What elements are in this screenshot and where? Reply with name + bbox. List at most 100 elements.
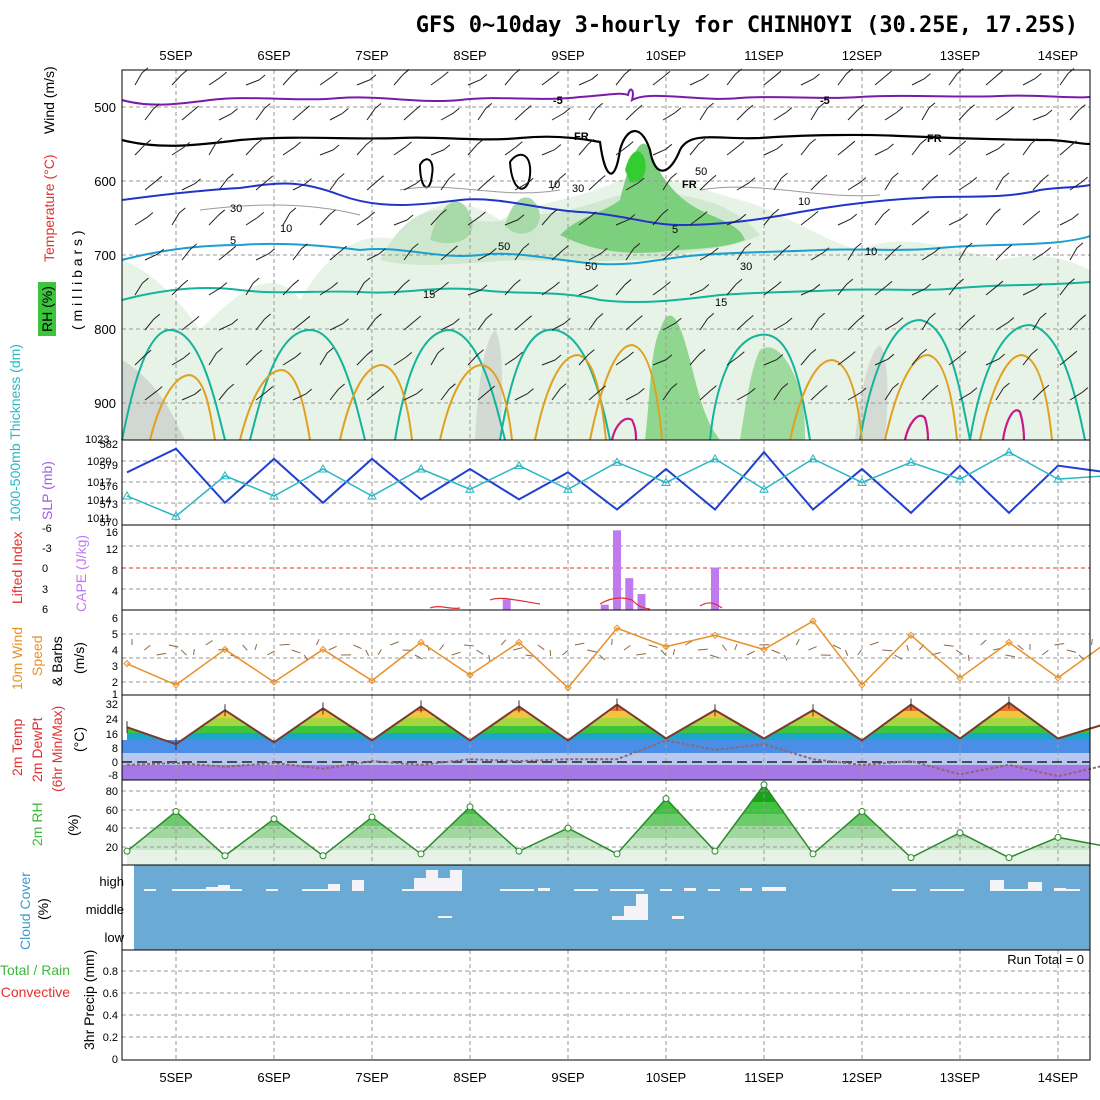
contour-30 — [1001, 409, 1026, 441]
rh-band — [127, 850, 1090, 865]
upper-wind-barb-flag — [564, 318, 571, 324]
wind-speed-point — [123, 659, 131, 668]
upper-wind-barb-flag — [746, 315, 754, 321]
upper-wind-barb — [319, 149, 334, 156]
slp-tick: 1014 — [87, 495, 111, 507]
rh2m-point — [809, 850, 817, 858]
upper-wind-barb — [625, 392, 639, 401]
wind-barb — [1017, 644, 1024, 651]
wind-barb — [328, 645, 337, 651]
upper-wind-barb-flag — [894, 244, 902, 251]
upper-wind-barb-flag — [303, 315, 311, 322]
wind-barb — [660, 649, 667, 656]
upper-wind-barb — [884, 387, 894, 401]
wind10-unit-label: (m/s) — [71, 642, 87, 674]
upper-wind-barb — [181, 183, 195, 191]
upper-wind-barb — [282, 284, 294, 296]
rh-tick: 20 — [106, 842, 118, 854]
upper-wind-barb-flag — [524, 105, 532, 111]
upper-wind-barb-flag — [961, 213, 968, 220]
rh2m-point — [662, 795, 670, 803]
rh-grey-area — [122, 360, 185, 440]
upper-wind-barb-flag — [559, 383, 567, 390]
temp-band — [127, 718, 1090, 726]
upper-wind-barb-flag — [920, 348, 928, 355]
wind-speed-point — [319, 645, 327, 654]
wind-barb — [439, 644, 445, 651]
upper-wind-barb — [1059, 145, 1071, 156]
contour-label: 50 — [498, 241, 510, 253]
upper-wind-barb — [181, 248, 192, 261]
thickness-line — [126, 451, 1100, 518]
wind-barb — [254, 643, 258, 651]
upper-wind-barb — [874, 75, 887, 86]
wind-barbs-upper — [134, 67, 1089, 401]
upper-wind-barb — [736, 182, 750, 191]
upper-wind-barb — [921, 252, 935, 261]
upper-wind-barb-flag — [887, 353, 895, 360]
middle-cloud-block — [672, 916, 684, 919]
upper-wind-barb — [652, 286, 665, 296]
upper-wind-barb — [588, 390, 600, 401]
rh-grey-area — [475, 330, 503, 440]
top-day-label: 14SEP — [1038, 48, 1078, 63]
high-cloud-block — [206, 887, 218, 891]
upper-wind-barb-flag — [1081, 387, 1089, 393]
upper-wind-barb-flag — [155, 175, 163, 182]
upper-wind-barb-flag — [781, 383, 789, 389]
top-day-label: 10SEP — [646, 48, 686, 63]
upper-wind-barb-flag — [931, 384, 939, 391]
upper-wind-barb-flag — [403, 279, 410, 286]
upper-wind-barb — [1069, 109, 1080, 121]
wind-tick: 1 — [112, 689, 118, 701]
upper-wind-barb-flag — [883, 208, 890, 215]
upper-wind-barb-flag — [178, 207, 186, 214]
wind-speed-point — [662, 642, 670, 651]
high-cloud-block — [708, 889, 720, 891]
upper-wind-barb-flag — [1039, 312, 1047, 319]
high-cloud-block — [450, 870, 462, 891]
upper-wind-barb-flag — [785, 317, 793, 324]
upper-wind-barb-flag — [702, 73, 710, 80]
upper-wind-barb — [588, 180, 600, 191]
upper-wind-barb-flag — [252, 277, 260, 284]
upper-wind-barb-flag — [1033, 210, 1041, 217]
slp-line — [126, 447, 1100, 515]
upper-wind-barb — [134, 282, 143, 296]
upper-wind-barb-flag — [227, 173, 234, 180]
upper-wind-barb — [810, 179, 822, 191]
rh2m-point — [907, 854, 915, 862]
li-tick: 3 — [42, 584, 48, 596]
upper-wind-barb-flag — [337, 173, 345, 180]
upper-wind-barb — [847, 319, 859, 331]
upper-wind-barb — [171, 146, 185, 156]
wind10-ticks: 6 5 4 3 2 1 — [112, 613, 118, 701]
wind-barb — [267, 650, 275, 656]
upper-wind-barb — [995, 322, 1009, 331]
minmax-label: (6hr Min/Max) — [49, 706, 65, 792]
upper-wind-barb — [615, 284, 626, 296]
upper-wind-barb-flag — [809, 348, 817, 355]
upper-wind-barb-flag — [326, 347, 334, 354]
upper-wind-barb-flag — [1042, 174, 1049, 181]
thickness-point — [661, 477, 671, 486]
wind-barb — [967, 654, 970, 662]
precip-total-label: Total / Rain — [0, 962, 70, 978]
upper-wind-barb — [726, 145, 739, 156]
upper-wind-barb — [1059, 283, 1069, 296]
upper-wind-barb — [1022, 77, 1036, 86]
upper-wind-barb — [218, 388, 229, 401]
wind-barb — [365, 649, 370, 656]
upper-wind-barb — [837, 218, 851, 226]
upper-wind-barb-flag — [665, 354, 673, 361]
cloud-blocks — [144, 870, 1080, 920]
middle-cloud-block — [438, 916, 452, 918]
cloud-cover-label: Cloud Cover — [17, 872, 33, 950]
high-cloud-block — [144, 889, 156, 891]
bottom-day-label: 13SEP — [940, 1070, 980, 1085]
thickness-tick: 576 — [100, 481, 118, 493]
contour-25 — [239, 368, 311, 441]
wind-barb — [844, 649, 849, 657]
middle-cloud-block — [624, 906, 636, 920]
upper-wind-barb — [958, 181, 972, 191]
